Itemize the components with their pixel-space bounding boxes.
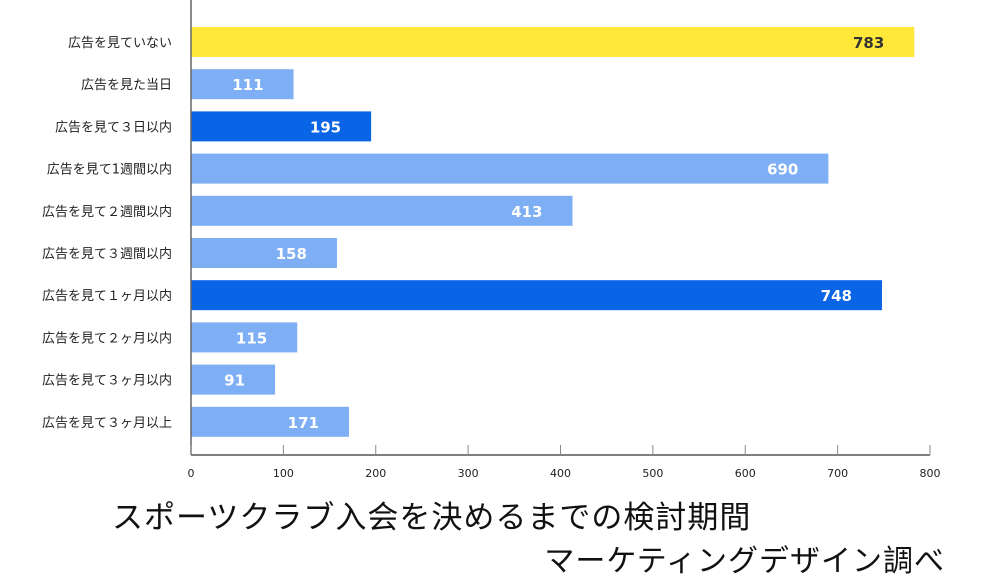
data-label: 748 [821, 287, 852, 305]
data-label: 195 [310, 118, 341, 136]
data-label: 171 [288, 414, 319, 432]
category-label: 広告を見て２ヶ月以内 [42, 330, 172, 346]
category-label: 広告を見ていない [68, 36, 172, 51]
x-tick-label: 400 [550, 467, 571, 480]
x-tick-label: 500 [642, 467, 663, 480]
category-label: 広告を見た当日 [81, 78, 172, 93]
chart-subtitle: マーケティングデザイン調べ [544, 544, 945, 579]
bar-chart: 広告を見ていない 783 広告を見た当日 111 広告を見て３日以内 195 広告を見て1週… [42, 0, 941, 480]
x-tick-label: 100 [273, 467, 294, 480]
category-label: 広告を見て３ヶ月以上 [42, 416, 172, 431]
bar [191, 195, 573, 226]
category-label: 広告を見て１ヶ月以内 [42, 288, 172, 304]
bar [191, 69, 294, 100]
x-tick-label: 0 [188, 467, 195, 480]
data-label: 158 [276, 245, 307, 263]
data-label: 413 [511, 203, 542, 221]
bar [191, 111, 372, 142]
x-tick-label: 800 [920, 467, 941, 480]
x-tick-label: 600 [735, 467, 756, 480]
data-label: 115 [236, 329, 267, 347]
bar [191, 238, 337, 268]
chart-title: スポーツクラブ入会を決めるまでの検討期間 [112, 500, 752, 536]
category-label: 広告を見て３日以内 [55, 119, 172, 135]
bar [191, 364, 276, 395]
bar [191, 153, 829, 184]
data-label: 91 [224, 372, 245, 390]
bar [191, 322, 298, 353]
data-label: 783 [853, 34, 884, 52]
category-label: 広告を見て２週間以内 [42, 204, 172, 220]
data-label: 690 [767, 161, 798, 179]
data-label: 111 [232, 76, 263, 94]
x-tick-label: 300 [458, 467, 479, 480]
category-label: 広告を見て３ヶ月以内 [42, 373, 172, 389]
x-tick-label: 700 [827, 467, 848, 480]
x-tick-label: 200 [365, 467, 386, 480]
bar [191, 406, 349, 437]
bar [191, 280, 882, 311]
category-label: 広告を見て３週間以内 [42, 246, 172, 262]
category-label: 広告を見て1週間以内 [47, 162, 172, 178]
bar [191, 27, 915, 57]
